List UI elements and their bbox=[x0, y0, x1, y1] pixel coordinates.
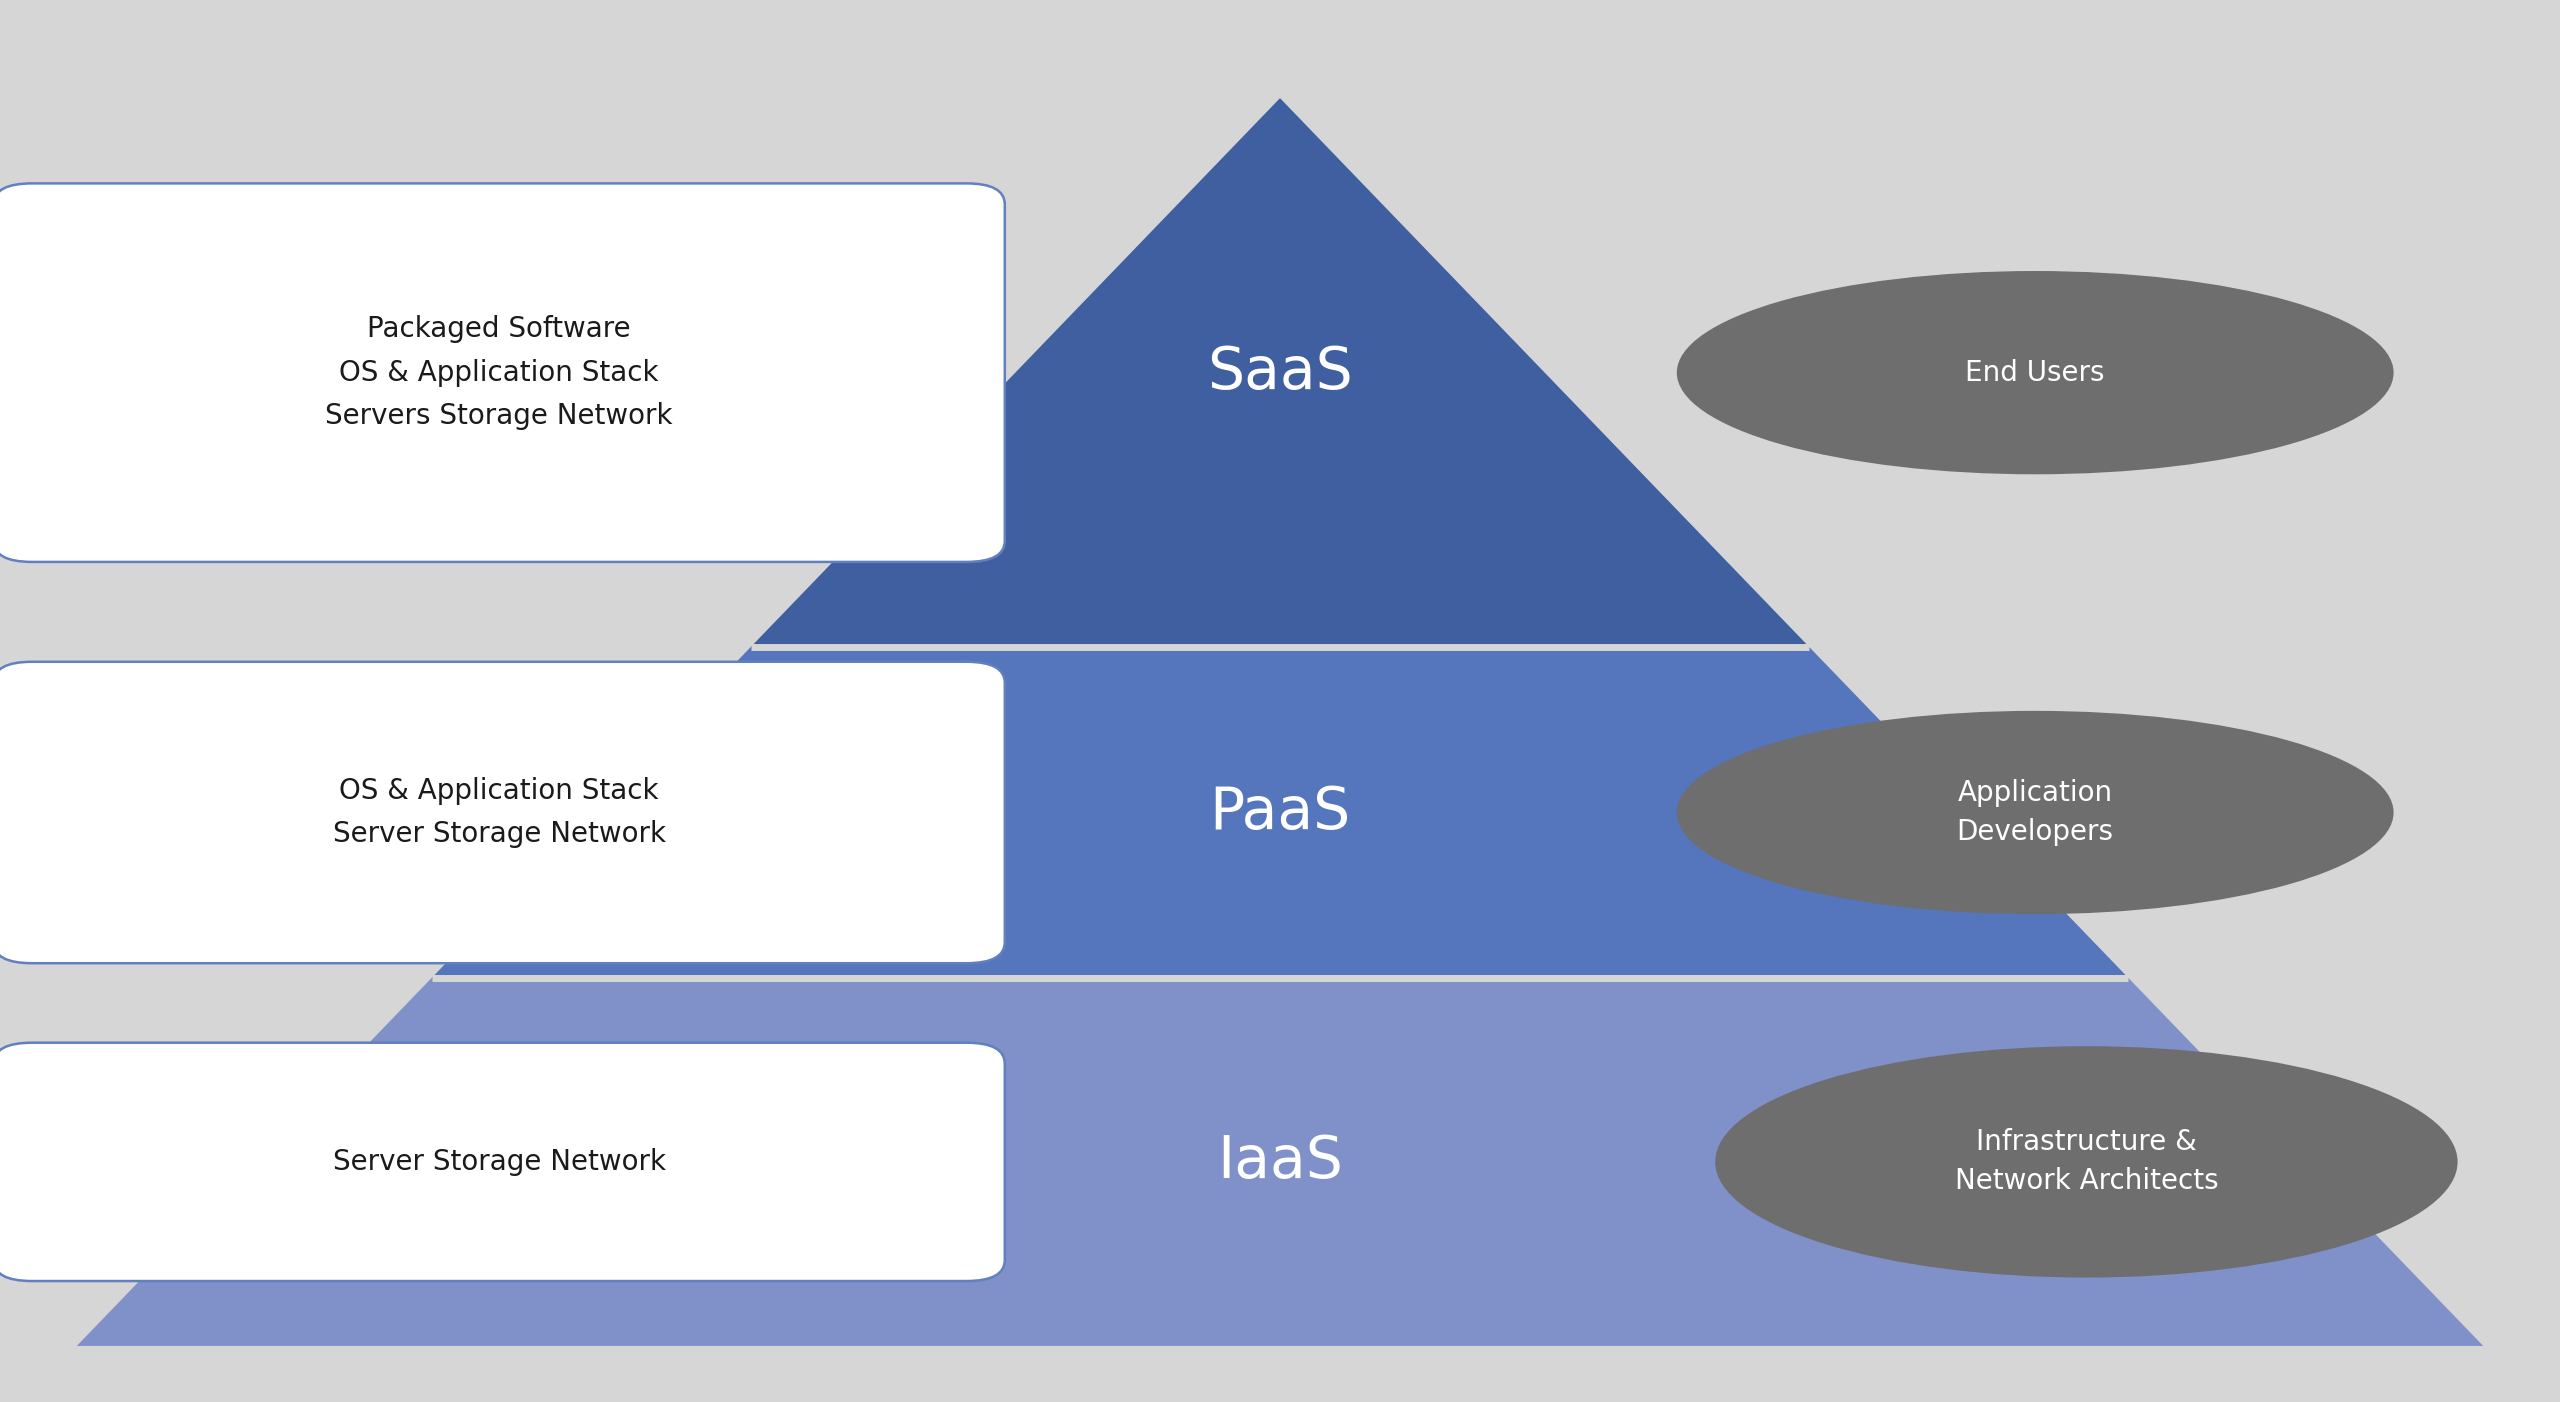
Text: Packaged Software
OS & Application Stack
Servers Storage Network: Packaged Software OS & Application Stack… bbox=[325, 315, 673, 430]
Ellipse shape bbox=[1715, 1046, 2458, 1277]
Polygon shape bbox=[77, 977, 2483, 1346]
Text: End Users: End Users bbox=[1966, 359, 2104, 387]
FancyBboxPatch shape bbox=[0, 184, 1006, 562]
Ellipse shape bbox=[1677, 271, 2394, 474]
Polygon shape bbox=[433, 648, 2127, 977]
Text: PaaS: PaaS bbox=[1208, 784, 1352, 841]
Text: Server Storage Network: Server Storage Network bbox=[333, 1148, 666, 1176]
Text: IaaS: IaaS bbox=[1216, 1133, 1344, 1190]
Ellipse shape bbox=[1677, 711, 2394, 914]
Text: Application
Developers: Application Developers bbox=[1956, 780, 2115, 845]
FancyBboxPatch shape bbox=[0, 1043, 1006, 1281]
FancyBboxPatch shape bbox=[0, 662, 1006, 963]
Text: OS & Application Stack
Server Storage Network: OS & Application Stack Server Storage Ne… bbox=[333, 777, 666, 848]
Polygon shape bbox=[750, 98, 1810, 648]
Text: SaaS: SaaS bbox=[1208, 343, 1352, 401]
Text: Infrastructure &
Network Architects: Infrastructure & Network Architects bbox=[1956, 1129, 2217, 1196]
